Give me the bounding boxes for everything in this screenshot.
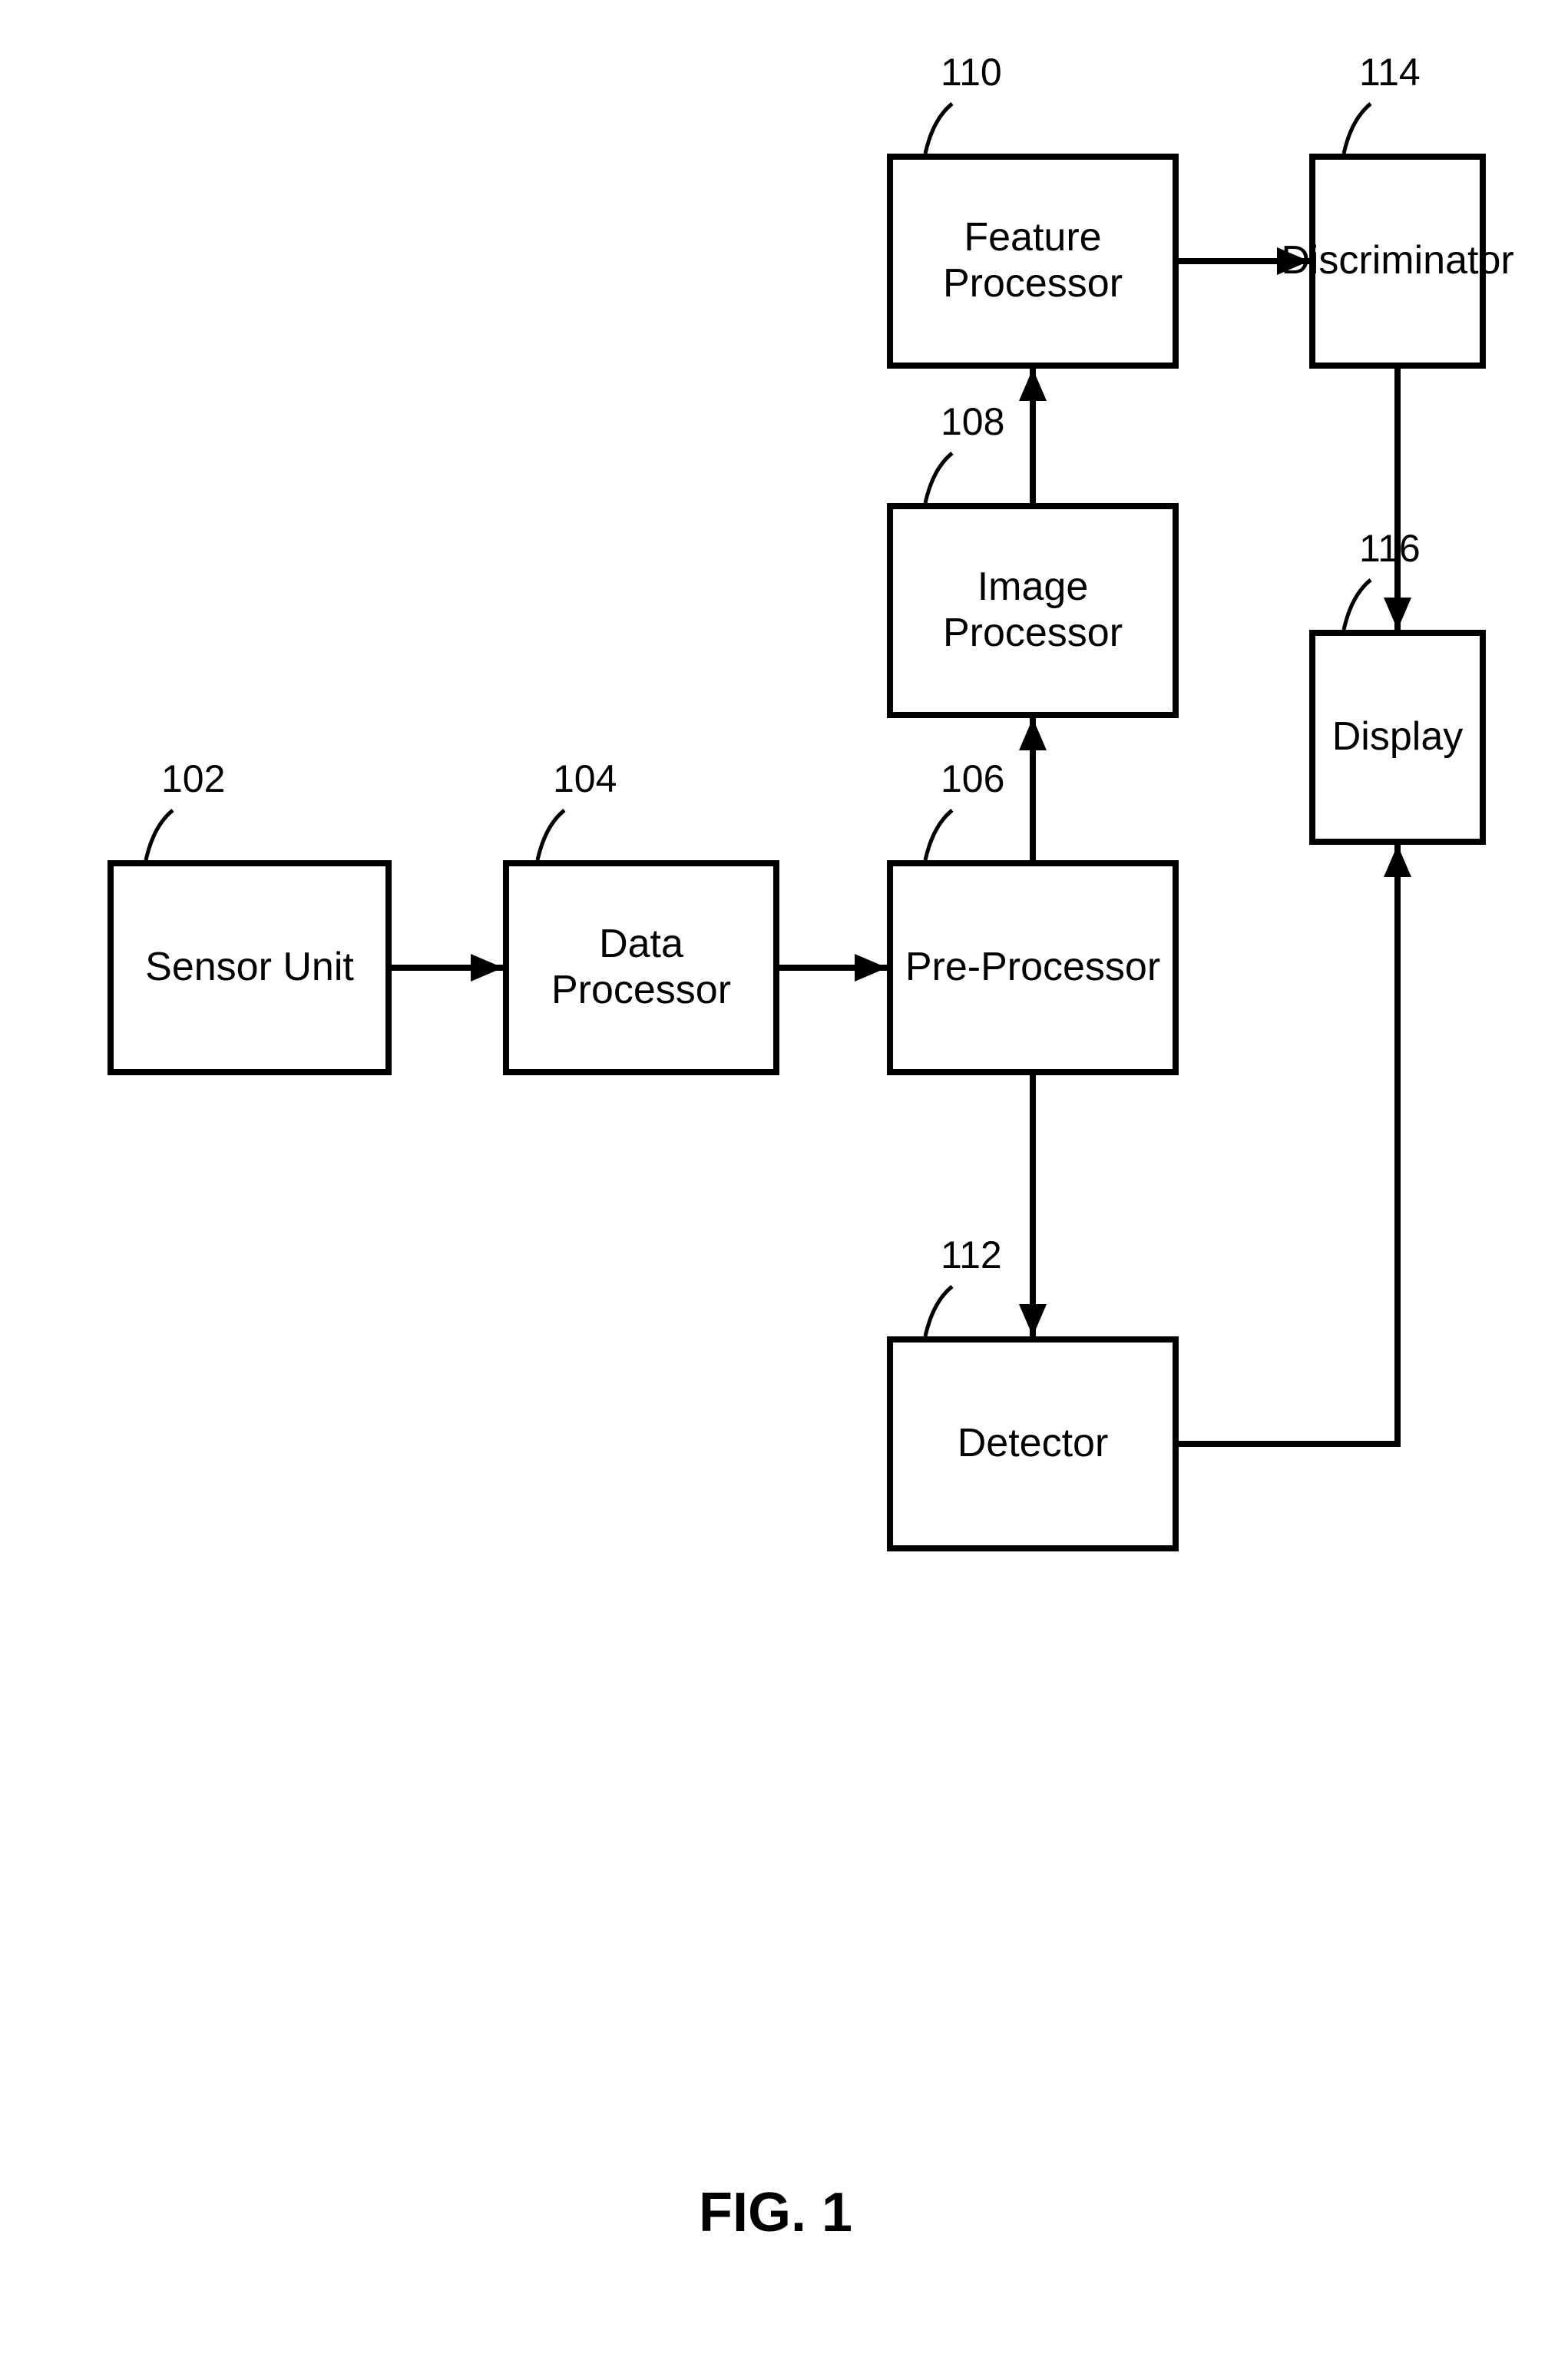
node-label: ImageProcessor (943, 564, 1123, 657)
edge-line (1179, 845, 1398, 1444)
ref-label: 108 (941, 399, 1004, 444)
edge-arrowhead (1019, 718, 1047, 750)
ref-label: 110 (941, 50, 1002, 94)
ref-label: 102 (161, 757, 225, 801)
node-label: Discriminator (1281, 238, 1513, 284)
node-dataproc: Data Processor (503, 860, 779, 1075)
edge-arrowhead (1019, 1304, 1047, 1336)
ref-lead (925, 453, 952, 503)
figure-caption: FIG. 1 (699, 2181, 852, 2244)
ref-lead (146, 810, 173, 860)
node-discrim: Discriminator (1309, 154, 1486, 369)
ref-lead (925, 810, 952, 860)
node-imgproc: ImageProcessor (887, 503, 1179, 718)
ref-lead (1344, 104, 1371, 154)
edge-arrowhead (1384, 598, 1411, 630)
node-display: Display (1309, 630, 1486, 845)
ref-label: 116 (1359, 526, 1421, 571)
ref-lead (925, 1286, 952, 1336)
node-preproc: Pre-Processor (887, 860, 1179, 1075)
figure-stage: Sensor Unit 102 Data Processor 104 Pre-Proce… (0, 0, 1568, 2354)
node-label: Detector (958, 1421, 1109, 1467)
node-sensor: Sensor Unit (108, 860, 392, 1075)
node-label: Display (1332, 714, 1464, 760)
ref-label: 106 (941, 757, 1004, 801)
node-featproc: FeatureProcessor (887, 154, 1179, 369)
edge-arrowhead (1019, 369, 1047, 401)
ref-label: 104 (553, 757, 617, 801)
ref-lead (538, 810, 564, 860)
node-label: FeatureProcessor (943, 215, 1123, 307)
edge-arrowhead (471, 954, 503, 982)
edge-arrowhead (1384, 845, 1411, 877)
ref-label: 112 (941, 1233, 1002, 1277)
node-label: Pre-Processor (905, 945, 1160, 991)
node-label: Data Processor (509, 922, 773, 1014)
ref-label: 114 (1359, 50, 1421, 94)
ref-lead (925, 104, 952, 154)
node-detector: Detector (887, 1336, 1179, 1551)
edge-arrowhead (855, 954, 887, 982)
node-label: Sensor Unit (145, 945, 354, 991)
ref-lead (1344, 580, 1371, 630)
